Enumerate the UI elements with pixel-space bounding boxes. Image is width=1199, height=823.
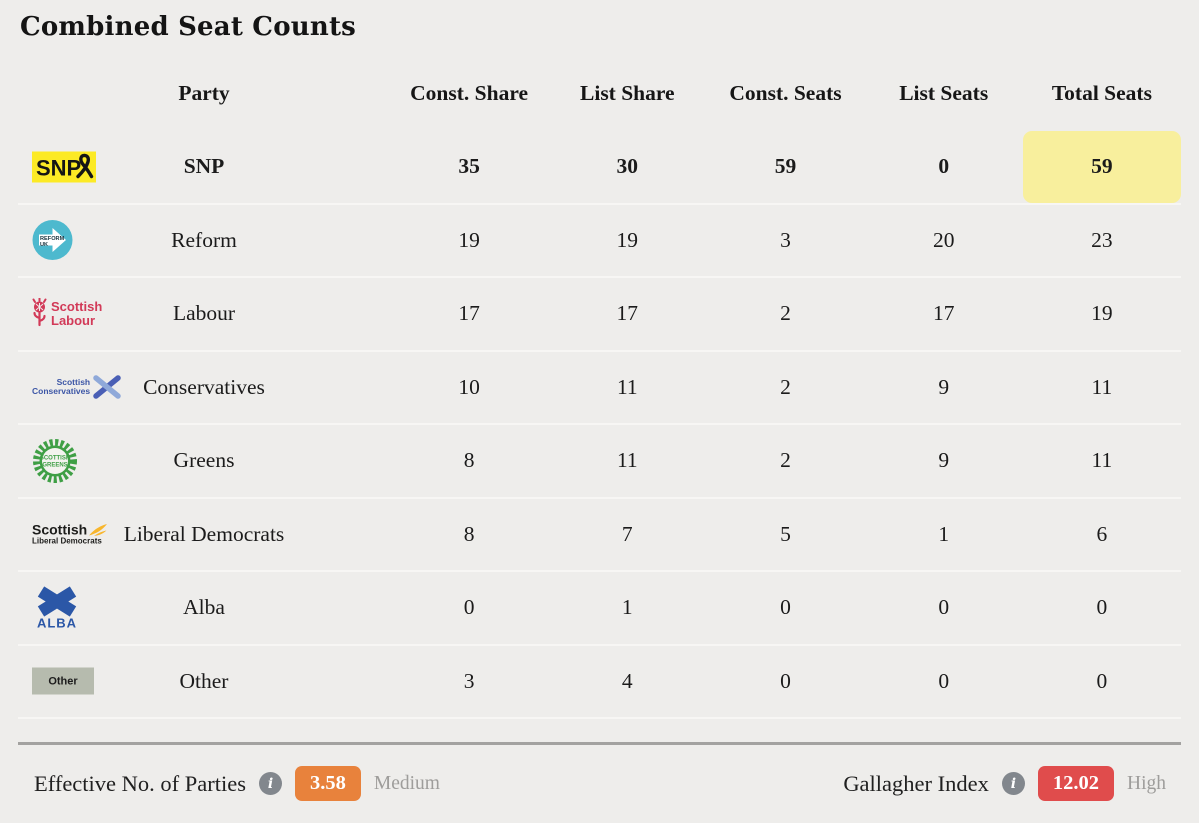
table-row: SNP SNP 35 30 59 0 59 <box>18 131 1181 205</box>
const-seats-cell: 0 <box>780 595 791 620</box>
total-seats-cell: 23 <box>1091 227 1113 252</box>
scottish-labour-logo: Scottish Labour <box>32 297 102 330</box>
list-seats-cell: 0 <box>938 595 950 620</box>
seat-table-body: SNP SNP 35 30 59 0 59 REFORM UK Reform 1… <box>18 131 1181 719</box>
alba-logo: ALBA <box>32 586 82 629</box>
const-seats-cell: 5 <box>780 521 791 546</box>
party-name: Conservatives <box>143 374 265 399</box>
table-row: Scottish Conservatives Conservatives 10 1… <box>18 352 1181 425</box>
svg-text:GREENS: GREENS <box>42 462 67 468</box>
table-row: Scottish Labour Labour 17 17 2 17 19 <box>18 278 1181 352</box>
seat-counts-panel: Combined Seat Counts Party Const. Share … <box>18 12 1181 801</box>
party-cell: Scottish Conservatives Conservatives <box>18 352 390 424</box>
svg-text:REFORM: REFORM <box>40 236 65 242</box>
table-row: SCOTTISH GREENS Greens 8 11 2 9 11 <box>18 425 1181 499</box>
table-row: Other Other 3 4 0 0 0 <box>18 646 1181 719</box>
party-name: Labour <box>172 301 236 326</box>
const-seats-cell: 59 <box>774 154 797 179</box>
list-seats-cell: 9 <box>938 448 950 473</box>
party-cell: REFORM UK Reform <box>18 205 390 277</box>
const-share-cell: 17 <box>458 301 480 326</box>
svg-text:SNP: SNP <box>36 156 81 181</box>
total-seats-cell: 0 <box>1096 668 1108 693</box>
const-share-cell: 35 <box>458 154 480 179</box>
list-share-cell: 19 <box>616 227 639 252</box>
const-share-cell: 3 <box>463 668 475 693</box>
const-share-cell: 10 <box>458 374 480 399</box>
party-name: SNP <box>183 154 225 179</box>
list-share-cell: 30 <box>616 154 639 179</box>
party-name: Reform <box>171 227 237 252</box>
footer-divider <box>18 742 1181 745</box>
total-seats-cell: 11 <box>1091 448 1113 473</box>
const-share-cell: 8 <box>463 448 475 473</box>
snp-logo: SNP <box>32 151 96 183</box>
party-cell: Scottish Liberal Democrats Liberal Democ… <box>18 499 390 571</box>
svg-text:UK: UK <box>40 242 48 248</box>
list-share-cell: 11 <box>616 374 638 399</box>
info-icon[interactable]: i <box>1001 772 1025 795</box>
table-row: Scottish Liberal Democrats Liberal Democ… <box>18 499 1181 572</box>
list-share-cell: 7 <box>621 521 633 546</box>
svg-text:SCOTTISH: SCOTTISH <box>40 455 70 461</box>
table-row: REFORM UK Reform 19 19 3 20 23 <box>18 205 1181 278</box>
list-share-cell: 11 <box>616 448 638 473</box>
enp-label: Effective No. of Parties <box>34 770 247 796</box>
party-name: Alba <box>183 595 225 620</box>
total-seats-cell: 11 <box>1091 374 1113 399</box>
total-seats-cell: 0 <box>1096 595 1108 620</box>
page-title: Combined Seat Counts <box>20 12 356 42</box>
column-header-const-seats: Const. Seats <box>729 80 842 105</box>
other-badge: Other <box>32 667 94 695</box>
gallagher-stat: Gallagher Index i 12.02 High <box>843 766 1166 801</box>
gallagher-level: High <box>1127 772 1166 794</box>
list-seats-cell: 0 <box>938 154 950 179</box>
list-share-cell: 4 <box>621 668 633 693</box>
const-seats-cell: 2 <box>780 374 791 399</box>
scottish-greens-logo: SCOTTISH GREENS <box>32 438 78 484</box>
party-cell: SNP SNP <box>18 131 390 203</box>
enp-level: Medium <box>373 772 440 794</box>
party-name: Greens <box>173 448 235 473</box>
party-cell: Scottish Labour Labour <box>18 278 390 350</box>
gallagher-label: Gallagher Index <box>843 770 989 796</box>
reform-uk-logo: REFORM UK <box>32 220 73 261</box>
column-header-list-seats: List Seats <box>899 80 989 105</box>
list-share-cell: 17 <box>616 301 639 326</box>
party-cell: SCOTTISH GREENS Greens <box>18 425 390 497</box>
gallagher-badge: 12.02 <box>1037 766 1114 801</box>
party-name: Other <box>179 668 229 693</box>
total-seats-cell: 19 <box>1091 301 1113 326</box>
list-share-cell: 1 <box>621 595 633 620</box>
column-header-total-seats: Total Seats <box>1051 80 1152 105</box>
total-seats-cell: 59 <box>1022 131 1181 203</box>
list-seats-cell: 9 <box>938 374 950 399</box>
const-seats-cell: 2 <box>780 448 791 473</box>
column-header-const-share: Const. Share <box>410 80 529 105</box>
table-row: ALBA Alba 0 1 0 0 0 <box>18 572 1181 646</box>
list-seats-cell: 17 <box>932 301 955 326</box>
total-seats-cell: 6 <box>1096 521 1108 546</box>
party-name: Liberal Democrats <box>123 521 285 546</box>
scottish-conservatives-logo: Scottish Conservatives <box>32 375 121 399</box>
const-share-cell: 19 <box>458 227 480 252</box>
column-header-party: Party <box>178 80 230 105</box>
enp-badge: 3.58 <box>295 766 361 801</box>
party-cell: Other Other <box>18 646 390 718</box>
stats-footer: Effective No. of Parties i 3.58 Medium G… <box>18 745 1181 801</box>
const-seats-cell: 2 <box>780 301 791 326</box>
party-cell: ALBA Alba <box>18 572 390 644</box>
const-share-cell: 8 <box>463 521 475 546</box>
scottish-libdems-logo: Scottish Liberal Democrats <box>32 523 108 546</box>
list-seats-cell: 20 <box>932 227 955 252</box>
const-seats-cell: 3 <box>780 227 791 252</box>
enp-stat: Effective No. of Parties i 3.58 Medium <box>34 766 440 801</box>
info-icon[interactable]: i <box>259 772 283 795</box>
list-seats-cell: 1 <box>938 521 950 546</box>
list-seats-cell: 0 <box>938 668 950 693</box>
const-share-cell: 0 <box>463 595 475 620</box>
column-header-list-share: List Share <box>580 80 675 105</box>
const-seats-cell: 0 <box>780 668 791 693</box>
table-header: Party Const. Share List Share Const. Sea… <box>18 55 1181 131</box>
